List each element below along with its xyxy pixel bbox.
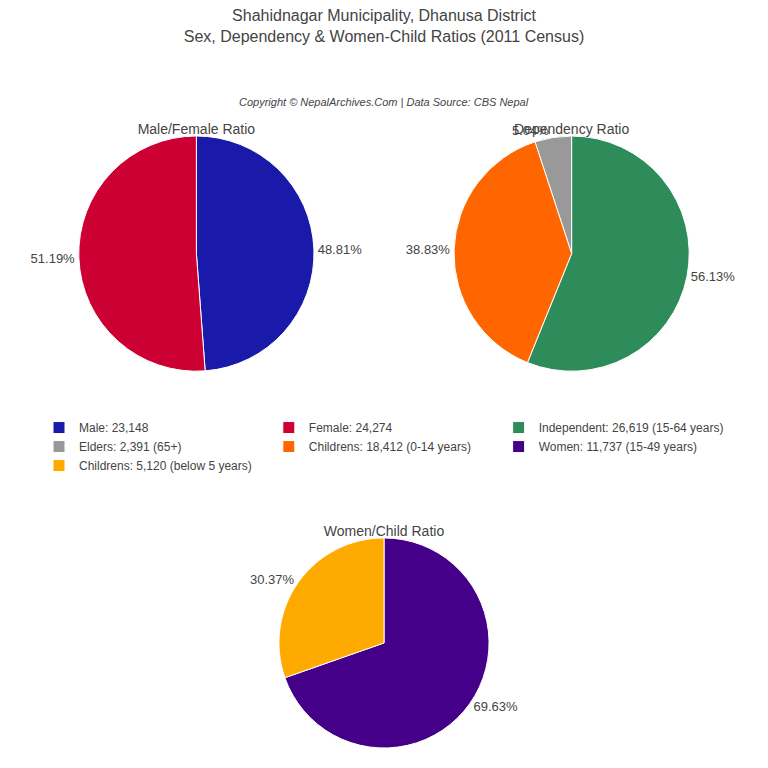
svg-text:48.81%: 48.81% [318,242,363,257]
svg-text:Women/Child Ratio: Women/Child Ratio [324,523,445,539]
svg-text:56.13%: 56.13% [691,269,736,284]
svg-text:Male: 23,148: Male: 23,148 [79,421,149,435]
svg-text:Male/Female Ratio: Male/Female Ratio [138,121,256,137]
svg-text:5.04%: 5.04% [512,123,549,138]
svg-text:Women: 11,737 (15-49 years): Women: 11,737 (15-49 years) [539,440,697,454]
svg-text:Elders: 2,391 (65+): Elders: 2,391 (65+) [79,440,181,454]
svg-text:30.37%: 30.37% [250,572,295,587]
svg-text:Copyright © NepalArchives.Com: Copyright © NepalArchives.Com | Data Sou… [239,96,529,108]
svg-text:Independent: 26,619 (15-64 yea: Independent: 26,619 (15-64 years) [539,421,724,435]
svg-text:51.19%: 51.19% [31,251,76,266]
svg-text:Childrens: 5,120 (below 5 year: Childrens: 5,120 (below 5 years) [79,459,252,473]
svg-text:Female: 24,274: Female: 24,274 [309,421,393,435]
svg-text:Childrens: 18,412 (0-14 years): Childrens: 18,412 (0-14 years) [309,440,471,454]
svg-text:69.63%: 69.63% [473,699,518,714]
svg-text:Shahidnagar Municipality, Dhan: Shahidnagar Municipality, Dhanusa Distri… [184,7,585,45]
svg-text:38.83%: 38.83% [406,242,451,257]
svg-text:Dependency Ratio: Dependency Ratio [514,121,629,137]
